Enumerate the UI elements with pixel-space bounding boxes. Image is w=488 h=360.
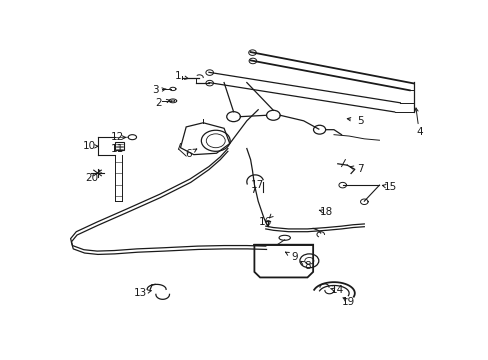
Text: 6: 6 [184,149,191,159]
Text: 20: 20 [85,173,99,183]
Text: 11: 11 [110,144,123,154]
Text: 19: 19 [341,297,354,307]
Text: 14: 14 [330,285,344,296]
Text: 7: 7 [356,164,363,174]
Text: 5: 5 [356,116,363,126]
Text: 12: 12 [110,132,123,143]
Text: 1: 1 [175,72,182,81]
Text: 3: 3 [152,85,159,95]
Text: 16: 16 [258,217,271,227]
Text: 15: 15 [384,183,397,192]
Text: 17: 17 [250,180,264,190]
Text: 18: 18 [319,207,332,217]
Text: 9: 9 [290,252,297,262]
Bar [115,141,123,150]
Text: 4: 4 [415,127,422,137]
Text: 8: 8 [304,261,310,270]
Text: 2: 2 [155,98,162,108]
Text: 10: 10 [83,141,96,151]
Text: 13: 13 [134,288,147,298]
